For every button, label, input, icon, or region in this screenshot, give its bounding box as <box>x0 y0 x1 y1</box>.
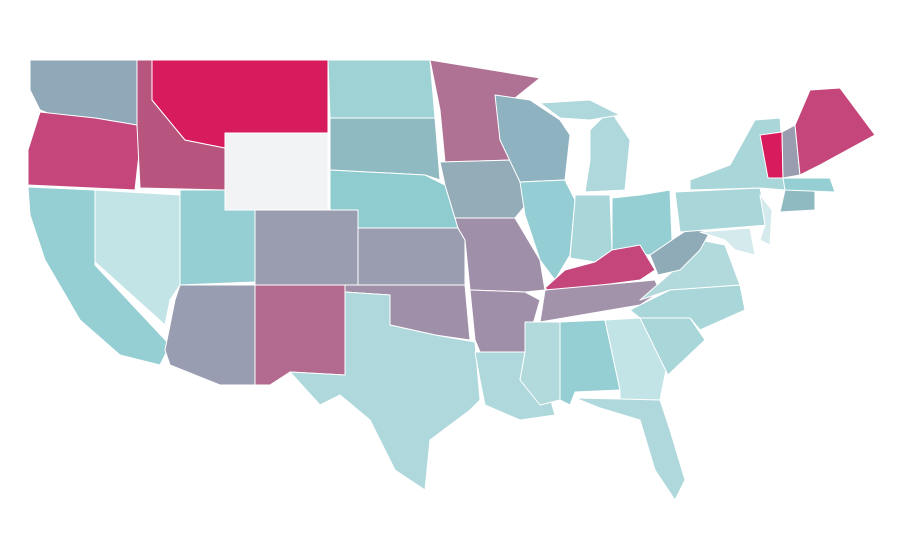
state <box>569 194 613 263</box>
state <box>27 111 141 191</box>
states <box>27 59 876 501</box>
state <box>327 59 436 119</box>
state <box>539 279 661 323</box>
state <box>164 284 256 386</box>
state <box>519 179 576 281</box>
state <box>357 227 466 286</box>
state <box>329 117 441 181</box>
state <box>779 187 816 213</box>
state <box>649 227 711 276</box>
state <box>254 209 359 286</box>
state <box>759 194 773 246</box>
state <box>224 132 329 211</box>
state <box>674 187 769 233</box>
state <box>254 284 346 386</box>
state <box>794 87 876 176</box>
state <box>584 109 631 193</box>
state <box>539 99 621 121</box>
state <box>699 227 756 256</box>
state <box>289 291 481 491</box>
state <box>574 397 686 501</box>
state <box>611 189 673 256</box>
state <box>782 177 836 193</box>
state <box>494 94 571 183</box>
